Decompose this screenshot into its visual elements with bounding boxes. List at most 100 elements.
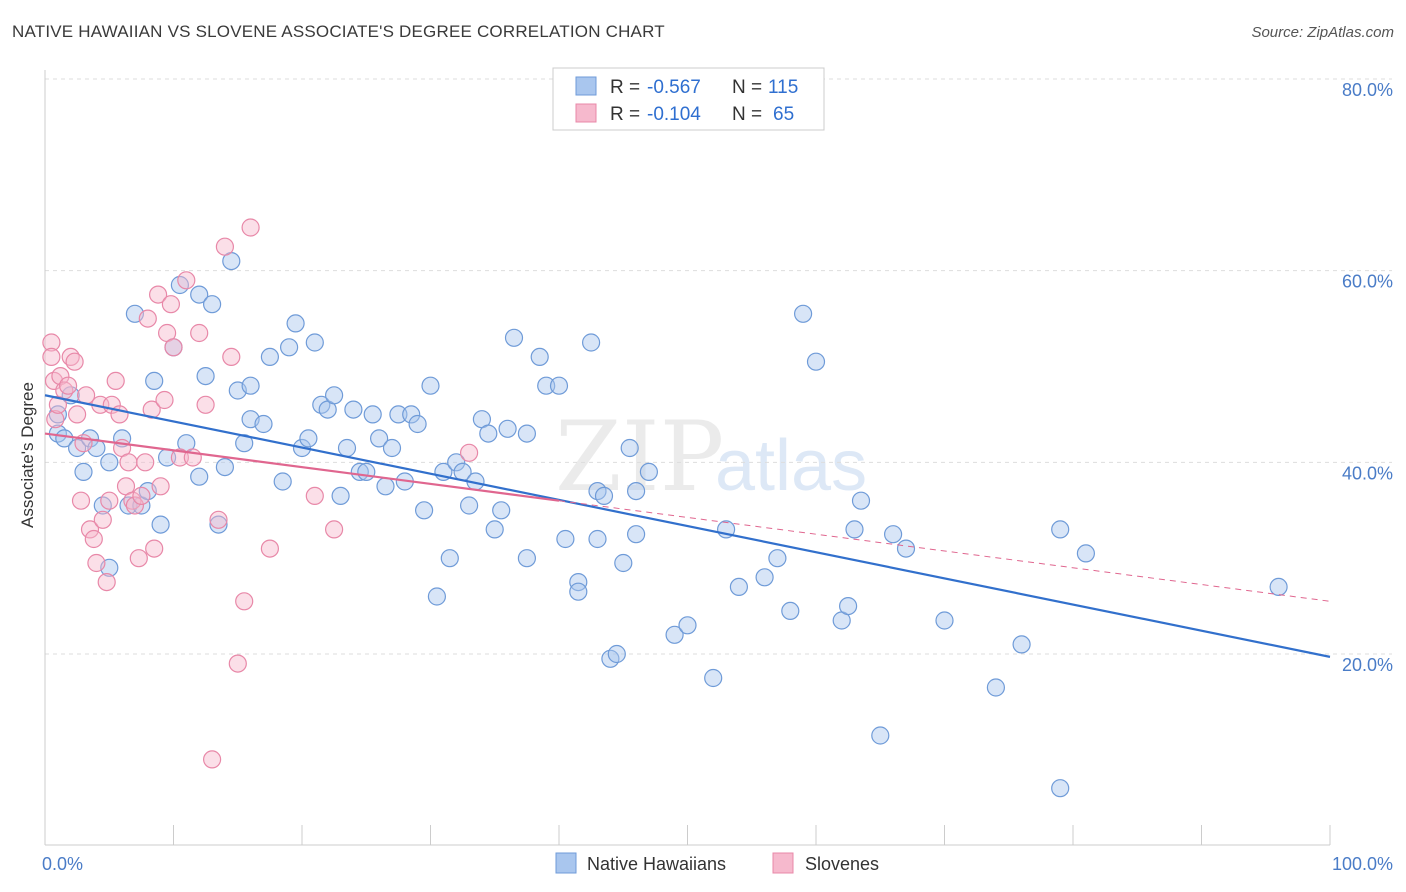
data-point bbox=[74, 462, 93, 481]
bottom-legend-label-pink: Slovenes bbox=[805, 854, 879, 874]
data-point bbox=[665, 625, 684, 644]
data-point bbox=[58, 376, 78, 395]
data-point bbox=[871, 726, 890, 745]
data-point bbox=[222, 347, 241, 366]
data-point bbox=[132, 486, 151, 505]
data-point bbox=[138, 309, 157, 328]
data-point bbox=[581, 333, 601, 352]
legend-n-value-1: 115 bbox=[768, 77, 798, 98]
data-point bbox=[196, 367, 215, 386]
data-point bbox=[87, 553, 106, 573]
data-point bbox=[93, 510, 112, 529]
legend-n-label-1: N = bbox=[732, 77, 762, 98]
data-point bbox=[260, 347, 279, 366]
data-point bbox=[1012, 635, 1031, 654]
data-point bbox=[299, 429, 318, 448]
legend-n-label-2: N = bbox=[732, 104, 762, 125]
data-point bbox=[106, 371, 125, 390]
legend-swatch-blue bbox=[575, 76, 597, 96]
data-point bbox=[286, 314, 305, 333]
legend-n-value-2: 65 bbox=[773, 104, 794, 125]
data-point bbox=[151, 515, 170, 534]
data-point bbox=[48, 405, 68, 424]
data-point bbox=[556, 529, 575, 549]
data-point bbox=[370, 429, 389, 448]
data-point bbox=[203, 295, 222, 314]
data-point bbox=[97, 572, 116, 592]
legend-swatch-pink bbox=[575, 103, 597, 123]
data-point bbox=[196, 395, 215, 414]
bottom-legend-label-blue: Native Hawaiians bbox=[587, 854, 726, 874]
data-point bbox=[100, 491, 119, 510]
data-point bbox=[337, 438, 357, 458]
legend-r-label-2: R = bbox=[610, 104, 640, 125]
data-point bbox=[80, 520, 100, 539]
watermark-zip: ZIP bbox=[555, 401, 724, 513]
data-point bbox=[537, 376, 556, 395]
data-point bbox=[389, 405, 408, 424]
data-point bbox=[241, 218, 260, 237]
data-point bbox=[427, 587, 446, 606]
x-tick-label-start: 0.0% bbox=[42, 854, 83, 874]
data-point bbox=[607, 644, 626, 664]
data-point bbox=[325, 386, 344, 405]
data-point bbox=[626, 525, 646, 544]
data-point bbox=[517, 549, 537, 568]
data-point bbox=[768, 549, 787, 568]
data-point bbox=[84, 529, 103, 549]
data-point bbox=[305, 486, 324, 505]
data-point bbox=[209, 515, 228, 534]
data-point bbox=[235, 592, 254, 611]
data-point bbox=[1051, 520, 1070, 539]
data-point bbox=[594, 486, 614, 505]
data-point bbox=[639, 462, 659, 481]
data-point bbox=[305, 333, 324, 352]
data-point bbox=[209, 510, 228, 529]
axis-labels: 20.0% 40.0% 60.0% 80.0% 0.0% 100.0% Associate'… bbox=[18, 80, 1393, 874]
data-point bbox=[100, 453, 119, 472]
chart-source: Source: ZipAtlas.com bbox=[1251, 24, 1394, 41]
data-point bbox=[498, 419, 517, 438]
stats-legend-frame bbox=[552, 67, 825, 131]
data-point bbox=[755, 568, 774, 587]
series-slovenes bbox=[42, 218, 479, 769]
data-point bbox=[793, 304, 813, 323]
data-point bbox=[142, 400, 161, 419]
data-point bbox=[254, 414, 273, 434]
data-point bbox=[626, 482, 646, 501]
y-tick-label: 20.0% bbox=[1342, 655, 1393, 675]
data-point bbox=[123, 491, 142, 510]
data-point bbox=[145, 371, 164, 390]
data-point bbox=[203, 750, 222, 769]
data-point bbox=[241, 376, 260, 395]
trend-lines bbox=[44, 394, 1331, 658]
data-point bbox=[71, 491, 91, 510]
data-point bbox=[588, 529, 607, 549]
data-point bbox=[51, 367, 70, 386]
x-tick-label-end: 100.0% bbox=[1332, 854, 1393, 874]
y-axis-label: Associate's Degree bbox=[18, 382, 37, 528]
data-point bbox=[357, 462, 376, 481]
trend-line-slovenes-extension bbox=[558, 500, 1331, 602]
data-point bbox=[344, 400, 363, 419]
data-point bbox=[620, 438, 639, 458]
grid bbox=[45, 78, 1392, 655]
data-point bbox=[402, 405, 421, 424]
data-point bbox=[504, 328, 524, 347]
data-point bbox=[325, 520, 344, 539]
data-point bbox=[42, 347, 61, 366]
data-point bbox=[447, 453, 466, 472]
data-point bbox=[492, 501, 511, 520]
data-point bbox=[119, 453, 138, 472]
data-point bbox=[781, 601, 800, 621]
data-point bbox=[280, 338, 299, 357]
chart-title: NATIVE HAWAIIAN VS SLOVENE ASSOCIATE'S D… bbox=[12, 22, 665, 41]
data-point bbox=[460, 443, 479, 462]
bottom-legend-swatch-blue bbox=[555, 852, 577, 874]
data-point bbox=[149, 285, 168, 304]
axes bbox=[44, 70, 1331, 846]
data-point bbox=[569, 572, 588, 592]
data-point bbox=[155, 390, 174, 410]
data-point bbox=[838, 596, 858, 616]
legend-r-value-2: -0.104 bbox=[647, 104, 701, 125]
